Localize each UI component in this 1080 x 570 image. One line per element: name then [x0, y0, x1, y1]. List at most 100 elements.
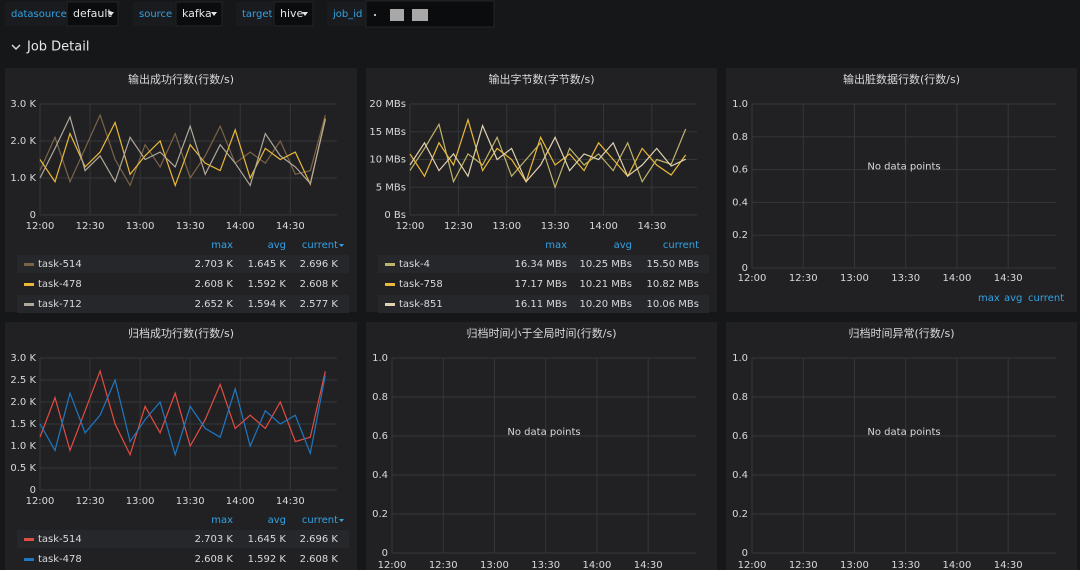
x-tick-label: 13:30: [891, 560, 920, 570]
x-tick-label: 13:30: [176, 221, 205, 232]
text-input[interactable]: [365, 0, 495, 28]
row-header[interactable]: Job Detail: [11, 40, 89, 55]
x-tick-label: 13:00: [480, 560, 509, 570]
legend-swatch: [385, 283, 395, 286]
legend-value: 10.06 MBs: [646, 299, 699, 310]
legend-header: current: [663, 240, 699, 251]
chevron[interactable]: [11, 44, 21, 51]
y-tick-label: 1.0: [732, 353, 748, 364]
sort-caret: [339, 244, 344, 247]
y-tick-label: 0.2: [732, 509, 748, 520]
y-tick-label: 0.2: [732, 230, 748, 241]
x-tick-label: 14:00: [583, 560, 612, 570]
no-data-message: No data points: [867, 161, 940, 172]
legend-header: current: [302, 515, 338, 526]
blur: [412, 9, 428, 21]
x-tick-label: 12:00: [26, 496, 55, 507]
x-tick-label: 12:30: [789, 273, 818, 284]
legend-row-bg: [17, 255, 349, 273]
y-tick-label: 15 MBs: [369, 127, 406, 138]
panel: 归档时间小于全局时间(行数/s) 0 0.2 0.4 0.6 0.8 1.0 12:00 12:…: [366, 322, 717, 570]
var-label: job_id: [332, 9, 362, 20]
legend-header: avg: [268, 240, 286, 251]
panel-background: [726, 322, 1077, 570]
x-tick-label: 13:00: [126, 221, 155, 232]
x-tick-label: 12:00: [396, 221, 425, 232]
legend-value: 2.608 K: [300, 279, 339, 290]
x-tick-label: 13:30: [176, 496, 205, 507]
y-tick-label: 0.4: [732, 197, 748, 208]
y-tick-label: 10 MBs: [369, 155, 406, 166]
panel-title: 输出脏数据行数(行数/s): [843, 72, 960, 86]
legend-value: 15.50 MBs: [646, 259, 699, 270]
legend-value: 2.696 K: [300, 259, 339, 270]
legend-header: current: [1028, 293, 1064, 304]
x-tick-label: 14:00: [943, 273, 972, 284]
series-line: [39, 113, 326, 187]
legend-swatch: [24, 538, 34, 541]
dropdown-value[interactable]: default: [73, 7, 112, 20]
x-tick-label: 13:00: [126, 496, 155, 507]
y-tick-label: 0.4: [732, 470, 748, 481]
legend-value: 1.645 K: [248, 259, 287, 270]
toolbar: datasource default source kafka target h…: [5, 0, 495, 28]
series-line: [39, 369, 326, 457]
legend-value: 2.608 K: [195, 279, 234, 290]
x-tick-label: 14:30: [994, 273, 1023, 284]
legend-header: max: [211, 240, 233, 251]
legend-name: task-514: [38, 534, 82, 545]
legend-swatch: [24, 283, 34, 286]
panel: 输出脏数据行数(行数/s) 0 0.2 0.4 0.6 0.8 1.0 12:00 12:30 1…: [726, 68, 1077, 312]
x-tick-label: 13:00: [492, 221, 521, 232]
x-tick-label: 12:00: [738, 273, 767, 284]
blur: [390, 9, 404, 21]
legend-name: task-478: [38, 279, 82, 290]
x-tick-label: 14:30: [276, 496, 305, 507]
legend-value: 2.608 K: [300, 554, 339, 565]
legend-header: current: [302, 240, 338, 251]
x-tick-label: 12:30: [429, 560, 458, 570]
legend-value: 1.594 K: [248, 299, 287, 310]
legend-header: max: [978, 293, 1000, 304]
legend-row-bg: [17, 295, 349, 313]
series-line: [39, 115, 326, 187]
legend-value: 10.21 MBs: [579, 279, 632, 290]
y-tick-label: 0 Bs: [384, 210, 406, 221]
dropdown-value[interactable]: kafka: [182, 7, 212, 20]
y-tick-label: 0.8: [732, 392, 748, 403]
var-label: datasource: [11, 9, 67, 20]
blur: [374, 14, 376, 16]
legend-name: task-851: [399, 299, 443, 310]
panel-background: [366, 322, 717, 570]
x-tick-label: 12:00: [738, 560, 767, 570]
x-tick-label: 12:30: [76, 496, 105, 507]
legend-value: 1.592 K: [248, 279, 287, 290]
legend-name: task-712: [38, 299, 82, 310]
y-tick-label: 2.0 K: [10, 136, 36, 147]
y-tick-label: 5 MBs: [376, 182, 406, 193]
panel: 输出成功行数(行数/s) 0 1.0 K 2.0 K 3.0 K 12:00 12:30 13…: [5, 68, 357, 313]
legend-header: avg: [1004, 293, 1022, 304]
panel-title: 归档成功行数(行数/s): [128, 326, 234, 340]
y-tick-label: 1.0: [732, 99, 748, 110]
y-tick-label: 0: [742, 548, 748, 559]
series-line: [409, 123, 686, 183]
legend-name: task-478: [38, 554, 82, 565]
legend-value: 16.11 MBs: [514, 299, 567, 310]
sort-caret: [339, 519, 344, 522]
panel-title: 输出字节数(字节数/s): [488, 72, 594, 86]
y-tick-label: 0.8: [732, 132, 748, 143]
dropdown-value[interactable]: hive: [280, 7, 304, 20]
series-line: [39, 375, 326, 457]
legend-value: 10.20 MBs: [579, 299, 632, 310]
legend-value: 1.645 K: [248, 534, 287, 545]
legend-header: max: [545, 240, 567, 251]
y-tick-label: 1.0 K: [10, 173, 36, 184]
var-label-box: [236, 2, 272, 26]
var-label-box: [5, 2, 65, 26]
panel-background: [366, 68, 717, 312]
y-tick-label: 0: [742, 263, 748, 274]
row-title[interactable]: Job Detail: [26, 40, 89, 55]
legend-value: 17.17 MBs: [514, 279, 567, 290]
